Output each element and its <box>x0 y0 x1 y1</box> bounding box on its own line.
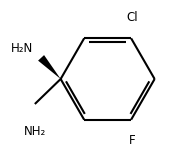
Text: H₂N: H₂N <box>11 42 34 55</box>
Text: F: F <box>129 134 135 147</box>
Text: Cl: Cl <box>126 11 138 24</box>
Polygon shape <box>38 55 61 79</box>
Text: NH₂: NH₂ <box>24 125 46 138</box>
